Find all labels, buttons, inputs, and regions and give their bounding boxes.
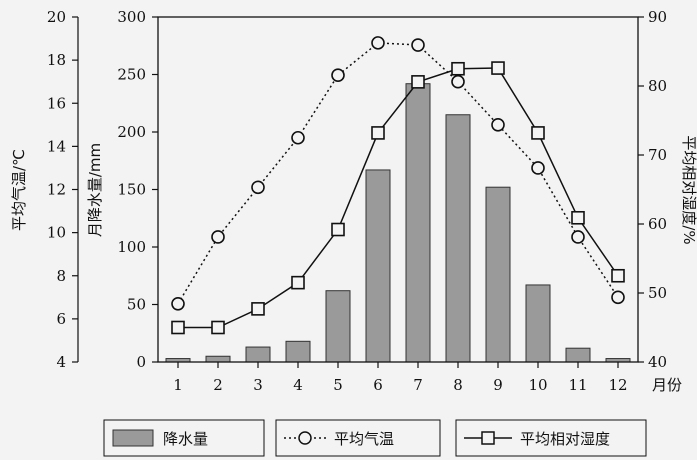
humidity-point <box>251 302 265 316</box>
legend: 降水量 平均气温 平均相对湿度 <box>103 419 647 457</box>
precip-axis-title: 月降水量/mm <box>86 143 104 237</box>
x-tick-label: 2 <box>213 376 223 394</box>
humidity-tick-label: 80 <box>648 77 667 95</box>
temperature-point <box>571 230 585 244</box>
precip-bar <box>445 114 471 363</box>
precip-bar <box>525 284 551 363</box>
humidity-point <box>331 222 345 237</box>
legend-marker-humidity <box>481 431 495 445</box>
bars-layer <box>165 83 631 363</box>
legend-marker-temp <box>298 431 312 445</box>
x-tick-label: 1 <box>173 376 183 394</box>
x-tick-label: 8 <box>453 376 463 394</box>
precip-bar <box>285 340 311 363</box>
humidity-point <box>291 275 305 290</box>
humidity-tick-label: 90 <box>648 8 667 26</box>
legend-swatch-precip <box>112 429 154 447</box>
precip-tick-label: 200 <box>117 123 146 141</box>
legend-box-humidity <box>455 419 647 457</box>
precip-tick-label: 150 <box>117 181 146 199</box>
lines-layer <box>171 36 625 335</box>
humidity-tick-label: 60 <box>648 215 667 233</box>
precip-bar <box>565 347 591 363</box>
temp-axis: 4 6 8 10 12 14 16 18 20 <box>47 8 79 371</box>
x-tick-label: 11 <box>568 376 587 394</box>
x-tick-label: 5 <box>333 376 343 394</box>
humidity-tick-label: 50 <box>648 284 667 302</box>
humidity-point <box>371 126 385 140</box>
temp-tick-label: 16 <box>47 94 66 112</box>
temperature-point <box>371 36 385 50</box>
precip-tick-label: 0 <box>136 353 146 371</box>
legend-box-temp <box>275 419 441 457</box>
temperature-point <box>251 180 265 195</box>
precip-tick-label: 300 <box>117 8 146 26</box>
x-axis: 1 2 3 4 5 6 7 8 9 10 11 12 <box>173 362 628 394</box>
temperature-point <box>611 290 625 305</box>
temperature-point <box>411 38 425 52</box>
temp-tick-label: 10 <box>47 224 66 242</box>
precip-tick-label: 50 <box>127 296 146 314</box>
humidity-point <box>571 210 585 225</box>
legend-label-precip: 降水量 <box>163 430 208 448</box>
temperature-point <box>211 230 225 244</box>
precip-tick-label: 100 <box>117 238 146 256</box>
temp-tick-label: 20 <box>47 8 66 26</box>
temp-tick-label: 4 <box>56 353 66 371</box>
precip-bar <box>365 169 391 363</box>
precip-bar <box>485 186 511 363</box>
x-tick-label: 4 <box>293 376 303 394</box>
temperature-point <box>531 161 545 175</box>
precip-bar <box>325 290 351 363</box>
precip-bar <box>405 83 431 363</box>
x-tick-label: 12 <box>608 376 627 394</box>
temperature-point <box>291 130 305 145</box>
temp-tick-label: 6 <box>56 310 66 328</box>
temperature-point <box>451 74 465 89</box>
humidity-axis: 40 50 60 70 80 90 <box>638 8 667 371</box>
humidity-tick-label: 40 <box>648 353 667 371</box>
temperature-line <box>177 42 619 305</box>
humidity-axis-title: 平均相对湿度/% <box>680 135 697 244</box>
temp-axis-title: 平均气温/℃ <box>10 149 28 231</box>
humidity-point <box>411 75 425 89</box>
temp-tick-label: 12 <box>47 181 66 199</box>
x-tick-label: 10 <box>528 376 547 394</box>
humidity-point <box>611 268 625 283</box>
temp-tick-label: 8 <box>56 267 66 285</box>
x-tick-label: 6 <box>373 376 383 394</box>
humidity-point <box>491 61 505 75</box>
humidity-tick-label: 70 <box>648 146 667 164</box>
temp-tick-label: 14 <box>47 137 66 155</box>
x-tick-label: 9 <box>493 376 503 394</box>
temperature-point <box>491 118 505 132</box>
x-tick-label: 3 <box>253 376 263 394</box>
legend-label-temp: 平均气温 <box>334 430 394 448</box>
temp-tick-label: 18 <box>47 51 66 69</box>
precip-bar <box>245 346 271 363</box>
humidity-point <box>451 61 465 76</box>
legend-box-precip <box>103 419 265 457</box>
legend-label-humidity: 平均相对湿度 <box>520 430 610 448</box>
humidity-point <box>171 320 185 335</box>
temperature-point <box>331 68 345 83</box>
x-tick-label: 7 <box>413 376 423 394</box>
humidity-point <box>211 320 225 335</box>
x-unit-label: 月份 <box>652 376 682 394</box>
precip-bar <box>205 355 231 363</box>
precip-tick-label: 250 <box>117 66 146 84</box>
precip-axis: 0 50 100 150 200 250 300 <box>117 8 158 371</box>
humidity-point <box>531 126 545 140</box>
temperature-point <box>171 296 185 311</box>
